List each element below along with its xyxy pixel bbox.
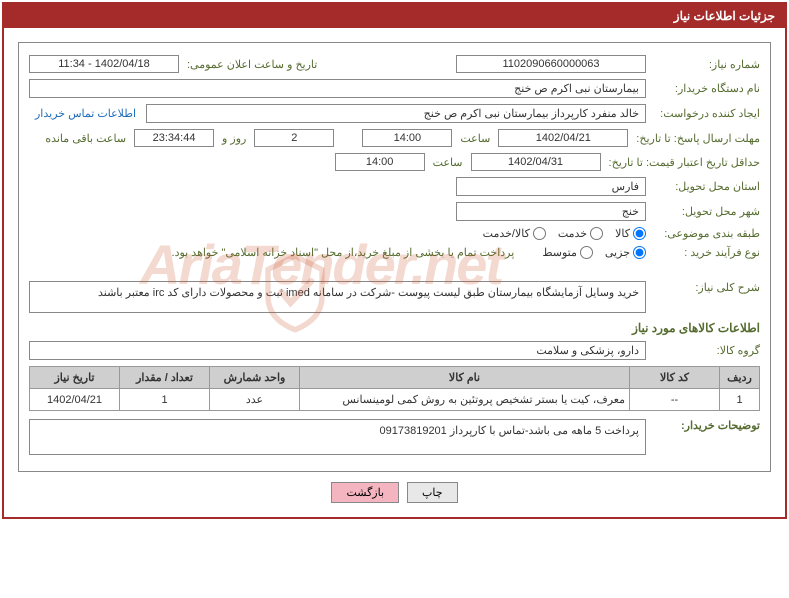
radio-partial-input[interactable] <box>633 246 646 259</box>
row-deadline: مهلت ارسال پاسخ: تا تاریخ: 1402/04/21 سا… <box>29 129 760 147</box>
payment-note: پرداخت تمام یا بخشی از مبلغ خرید،از محل … <box>172 246 515 259</box>
buyer-notes-label: توضیحات خریدار: <box>650 419 760 432</box>
radio-service-input[interactable] <box>590 227 603 240</box>
goods-group-value: دارو، پزشکی و سلامت <box>29 341 646 360</box>
radio-both-input[interactable] <box>533 227 546 240</box>
form-container: شماره نیاز: 1102090660000063 تاریخ و ساع… <box>18 42 771 472</box>
items-table: ردیف کد کالا نام کالا واحد شمارش تعداد /… <box>29 366 760 411</box>
items-section-title: اطلاعات کالاهای مورد نیاز <box>29 321 760 335</box>
deadline-date: 1402/04/21 <box>498 129 628 147</box>
requester-value: خالد منفرد کارپرداز بیمارستان نبی اکرم ص… <box>146 104 646 123</box>
radio-service[interactable]: خدمت <box>558 227 603 240</box>
th-unit: واحد شمارش <box>210 367 300 389</box>
radio-medium[interactable]: متوسط <box>542 246 593 259</box>
cell-qty: 1 <box>120 389 210 411</box>
button-bar: چاپ بازگشت <box>18 482 771 503</box>
radio-both-label: کالا/خدمت <box>483 227 530 240</box>
th-code: کد کالا <box>630 367 720 389</box>
radio-medium-label: متوسط <box>542 246 577 259</box>
th-row: ردیف <box>720 367 760 389</box>
cell-name: معرف، کیت یا بستر تشخیص پروتئین به روش ک… <box>300 389 630 411</box>
radio-both[interactable]: کالا/خدمت <box>483 227 546 240</box>
main-panel: جزئیات اطلاعات نیاز شماره نیاز: 11020906… <box>2 2 787 519</box>
buyer-org-label: نام دستگاه خریدار: <box>650 82 760 95</box>
days-remaining: 2 <box>254 129 334 147</box>
description-value: خرید وسایل آزمایشگاه بیمارستان طبق لیست … <box>29 281 646 313</box>
description-label: شرح کلی نیاز: <box>650 281 760 294</box>
need-number-value: 1102090660000063 <box>456 55 646 73</box>
announce-label: تاریخ و ساعت اعلان عمومی: <box>183 58 321 71</box>
process-label: نوع فرآیند خرید : <box>650 246 760 259</box>
validity-time: 14:00 <box>335 153 425 171</box>
table-row: 1 -- معرف، کیت یا بستر تشخیص پروتئین به … <box>30 389 760 411</box>
row-buyer-org: نام دستگاه خریدار: بیمارستان نبی اکرم ص … <box>29 79 760 98</box>
goods-group-label: گروه کالا: <box>650 344 760 357</box>
province-label: استان محل تحویل: <box>650 180 760 193</box>
validity-label: حداقل تاریخ اعتبار قیمت: تا تاریخ: <box>605 156 760 169</box>
city-value: خنج <box>456 202 646 221</box>
hour-label-1: ساعت <box>456 132 494 145</box>
buyer-org-value: بیمارستان نبی اکرم ص خنج <box>29 79 646 98</box>
radio-goods-input[interactable] <box>633 227 646 240</box>
row-validity: حداقل تاریخ اعتبار قیمت: تا تاریخ: 1402/… <box>29 153 760 171</box>
table-header-row: ردیف کد کالا نام کالا واحد شمارش تعداد /… <box>30 367 760 389</box>
row-buyer-notes: توضیحات خریدار: پرداخت 5 ماهه می باشد-تم… <box>29 419 760 455</box>
need-number-label: شماره نیاز: <box>650 58 760 71</box>
th-date: تاریخ نیاز <box>30 367 120 389</box>
remaining-label: ساعت باقی مانده <box>41 132 130 145</box>
radio-partial-label: جزیی <box>605 246 630 259</box>
back-button[interactable]: بازگشت <box>331 482 399 503</box>
row-need-number: شماره نیاز: 1102090660000063 تاریخ و ساع… <box>29 55 760 73</box>
announce-value: 1402/04/18 - 11:34 <box>29 55 179 73</box>
city-label: شهر محل تحویل: <box>650 205 760 218</box>
category-label: طبقه بندی موضوعی: <box>650 227 760 240</box>
row-requester: ایجاد کننده درخواست: خالد منفرد کارپرداز… <box>29 104 760 123</box>
cell-row: 1 <box>720 389 760 411</box>
radio-service-label: خدمت <box>558 227 587 240</box>
panel-header: جزئیات اطلاعات نیاز <box>4 4 785 28</box>
process-radio-group: جزیی متوسط <box>542 246 646 259</box>
print-button[interactable]: چاپ <box>407 482 458 503</box>
hour-label-2: ساعت <box>429 156 467 169</box>
radio-goods[interactable]: کالا <box>615 227 646 240</box>
th-name: نام کالا <box>300 367 630 389</box>
cell-unit: عدد <box>210 389 300 411</box>
deadline-time: 14:00 <box>362 129 452 147</box>
th-qty: تعداد / مقدار <box>120 367 210 389</box>
radio-goods-label: کالا <box>615 227 630 240</box>
row-city: شهر محل تحویل: خنج <box>29 202 760 221</box>
validity-date: 1402/04/31 <box>471 153 601 171</box>
deadline-label: مهلت ارسال پاسخ: تا تاریخ: <box>632 132 760 145</box>
row-process: نوع فرآیند خرید : جزیی متوسط پرداخت تمام… <box>29 246 760 259</box>
cell-code: -- <box>630 389 720 411</box>
radio-partial[interactable]: جزیی <box>605 246 646 259</box>
category-radio-group: کالا خدمت کالا/خدمت <box>483 227 646 240</box>
cell-date: 1402/04/21 <box>30 389 120 411</box>
buyer-notes-value: پرداخت 5 ماهه می باشد-تماس با کارپرداز 0… <box>29 419 646 455</box>
buyer-contact-link[interactable]: اطلاعات تماس خریدار <box>29 107 142 120</box>
province-value: فارس <box>456 177 646 196</box>
row-goods-group: گروه کالا: دارو، پزشکی و سلامت <box>29 341 760 360</box>
requester-label: ایجاد کننده درخواست: <box>650 107 760 120</box>
row-province: استان محل تحویل: فارس <box>29 177 760 196</box>
row-description: شرح کلی نیاز: خرید وسایل آزمایشگاه بیمار… <box>29 281 760 313</box>
radio-medium-input[interactable] <box>580 246 593 259</box>
row-category: طبقه بندی موضوعی: کالا خدمت کالا/خدمت <box>29 227 760 240</box>
days-and-label: روز و <box>218 132 250 145</box>
countdown-value: 23:34:44 <box>134 129 214 147</box>
